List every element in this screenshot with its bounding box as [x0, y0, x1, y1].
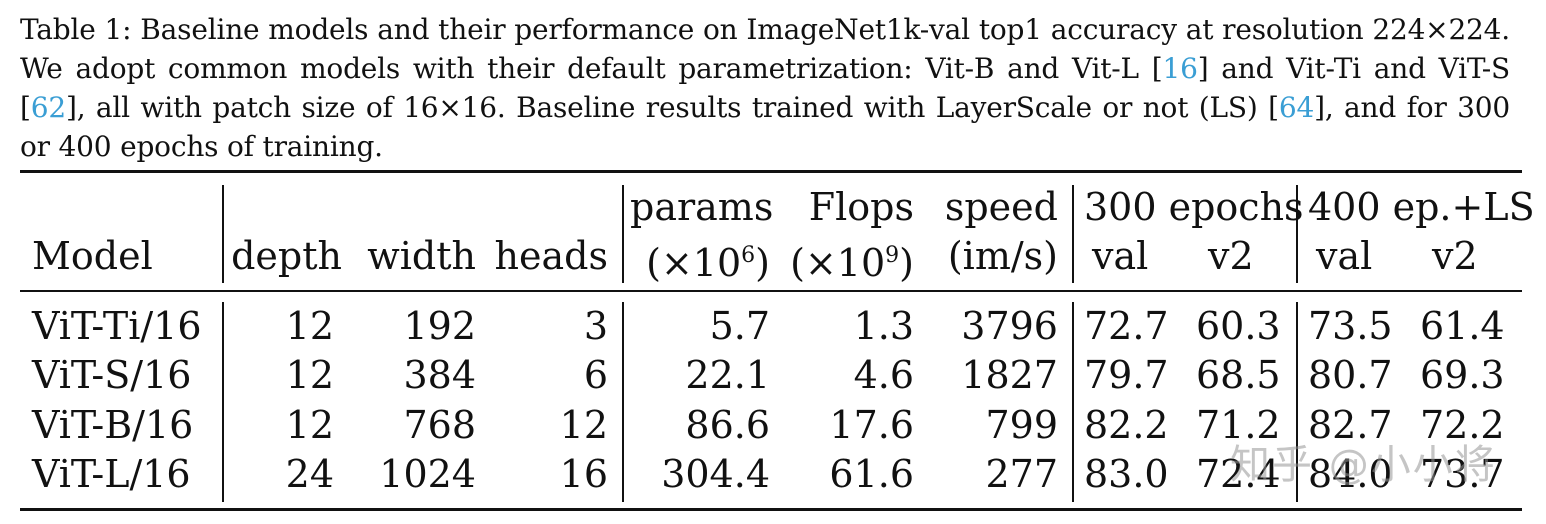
cell-heads: 12 — [559, 403, 608, 447]
cell-model: ViT-B/16 — [32, 403, 194, 447]
header-v2-400: v2 — [1432, 234, 1478, 278]
cell-val-300: 72.7 — [1084, 304, 1169, 348]
header-val-300: val — [1092, 234, 1149, 278]
citation-link-64[interactable]: 64 — [1278, 91, 1315, 124]
cell-params: 5.7 — [709, 304, 770, 348]
cell-val-300: 79.7 — [1084, 353, 1169, 397]
citation-link-16[interactable]: 16 — [1162, 52, 1198, 85]
cell-v2-400: 69.3 — [1420, 353, 1505, 397]
table-header-rule — [20, 290, 1522, 292]
cell-v2-400: 72.2 — [1420, 403, 1505, 447]
cell-depth: 24 — [285, 452, 334, 496]
cell-flops: 17.6 — [829, 403, 914, 447]
header-width: width — [367, 234, 476, 278]
header-speed: speed — [944, 185, 1058, 229]
cell-width: 1024 — [379, 452, 476, 496]
table-top-rule — [20, 170, 1522, 173]
header-speed-unit: (im/s) — [947, 234, 1058, 278]
cell-heads: 3 — [583, 304, 608, 348]
cell-width: 384 — [403, 353, 476, 397]
cell-model: ViT-Ti/16 — [32, 304, 202, 348]
cell-flops: 1.3 — [853, 304, 914, 348]
cell-v2-400: 73.7 — [1420, 452, 1505, 496]
cell-heads: 6 — [583, 353, 608, 397]
column-separator — [1072, 302, 1074, 502]
cell-v2-300: 60.3 — [1196, 304, 1281, 348]
column-separator — [622, 185, 624, 283]
column-separator — [1296, 185, 1298, 283]
header-flops: Flops — [808, 185, 914, 229]
watermark-text: 知乎 @小小将 — [1230, 442, 1497, 488]
cell-speed: 1827 — [961, 353, 1058, 397]
cell-speed: 799 — [985, 403, 1058, 447]
cell-depth: 12 — [285, 403, 334, 447]
cell-model: ViT-L/16 — [32, 452, 191, 496]
column-separator — [622, 302, 624, 502]
cell-val-400: 82.7 — [1308, 403, 1393, 447]
header-params: params — [630, 185, 774, 229]
header-heads: heads — [494, 234, 608, 278]
column-separator — [222, 302, 224, 502]
cell-flops: 4.6 — [853, 353, 914, 397]
cell-speed: 3796 — [961, 304, 1058, 348]
cell-v2-300: 71.2 — [1196, 403, 1281, 447]
cell-val-400: 73.5 — [1308, 304, 1393, 348]
header-flops-unit: (×109) — [790, 241, 914, 285]
header-params-unit: (×106) — [646, 241, 770, 285]
cell-v2-400: 61.4 — [1420, 304, 1505, 348]
cell-width: 192 — [403, 304, 476, 348]
header-depth: depth — [231, 234, 342, 278]
cell-width: 768 — [403, 403, 476, 447]
cell-val-300: 82.2 — [1084, 403, 1169, 447]
cell-speed: 277 — [985, 452, 1058, 496]
cell-params: 22.1 — [685, 353, 770, 397]
cell-model: ViT-S/16 — [32, 353, 192, 397]
cell-v2-300: 68.5 — [1196, 353, 1281, 397]
cell-params: 304.4 — [661, 452, 770, 496]
column-separator — [1296, 302, 1298, 502]
header-val-400: val — [1316, 234, 1373, 278]
column-separator — [1072, 185, 1074, 283]
cell-depth: 12 — [285, 353, 334, 397]
cell-val-400: 84.0 — [1308, 452, 1393, 496]
header-group-300-epochs: 300 epochs — [1084, 185, 1304, 229]
cell-depth: 12 — [285, 304, 334, 348]
header-group-400-epochs-ls: 400 ep.+LS — [1308, 185, 1535, 229]
header-model: Model — [32, 234, 153, 278]
citation-link-62[interactable]: 62 — [30, 91, 66, 124]
cell-val-300: 83.0 — [1084, 452, 1169, 496]
cell-flops: 61.6 — [829, 452, 914, 496]
cell-v2-300: 72.4 — [1196, 452, 1281, 496]
table-bottom-rule — [20, 508, 1522, 511]
header-v2-300: v2 — [1208, 234, 1254, 278]
column-separator — [222, 185, 224, 283]
table-caption: Table 1: Baseline models and their perfo… — [20, 13, 1511, 163]
cell-heads: 16 — [559, 452, 608, 496]
cell-val-400: 80.7 — [1308, 353, 1393, 397]
cell-params: 86.6 — [685, 403, 770, 447]
